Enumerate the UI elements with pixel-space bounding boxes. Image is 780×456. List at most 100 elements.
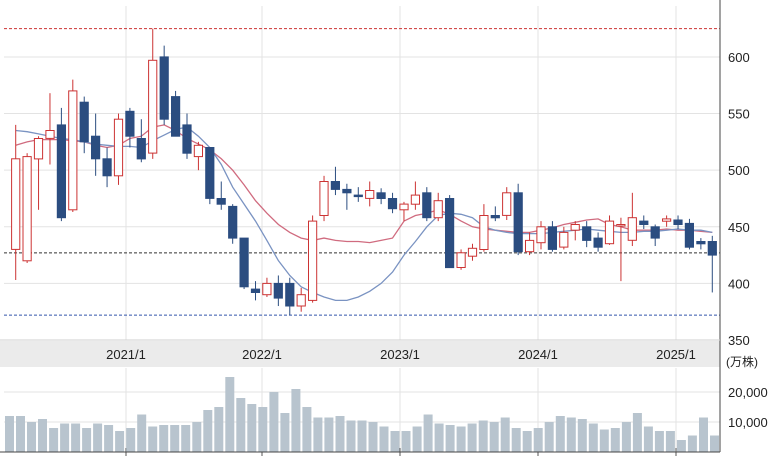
- candlestick-layer: [11, 28, 717, 316]
- volume-bar: [412, 426, 422, 452]
- volume-bar: [16, 416, 25, 452]
- volume-bar: [445, 425, 455, 452]
- candle-body: [399, 203, 409, 211]
- x-tick-label: 2022/1: [242, 347, 282, 362]
- candle-body: [56, 124, 66, 219]
- volume-bar: [500, 417, 510, 452]
- candle-body: [662, 218, 672, 222]
- candle-body: [205, 147, 215, 199]
- volume-bar: [214, 407, 224, 452]
- candle-body: [433, 200, 443, 219]
- candle-body: [273, 282, 283, 299]
- volume-bar: [258, 407, 268, 452]
- y-tick-label: 600: [728, 50, 750, 65]
- candle-body: [68, 90, 78, 211]
- volume-bar: [423, 414, 433, 452]
- candle-body: [353, 194, 363, 198]
- candle-body: [490, 215, 500, 219]
- volume-bar: [489, 422, 499, 452]
- candle-body: [11, 158, 21, 250]
- volume-bar: [93, 423, 103, 452]
- volume-bar: [710, 435, 719, 452]
- volume-bar: [82, 428, 92, 452]
- volume-bar: [280, 413, 290, 452]
- candle-body: [502, 192, 512, 216]
- candle-body: [422, 192, 432, 219]
- volume-bar: [203, 410, 213, 452]
- volume-bar: [5, 416, 14, 452]
- volume-bar: [170, 425, 180, 452]
- candle-body: [650, 226, 660, 239]
- volume-bar: [687, 435, 697, 452]
- volume-tick-label: 20,000: [728, 385, 768, 400]
- volume-bar: [544, 422, 554, 452]
- volume-bar: [566, 417, 576, 452]
- candle-body: [639, 220, 649, 226]
- volume-bar: [610, 428, 620, 452]
- candle-body: [365, 190, 375, 199]
- candle-body: [387, 198, 398, 210]
- volume-bar: [104, 425, 114, 452]
- volume-bar: [621, 422, 631, 452]
- volume-bar: [676, 440, 686, 452]
- volume-bar: [588, 423, 598, 452]
- volume-bar: [60, 423, 70, 452]
- candle-body: [559, 231, 569, 248]
- volume-bar: [49, 428, 59, 452]
- candle-body: [707, 241, 717, 256]
- candle-body: [525, 239, 535, 253]
- candle-body: [319, 181, 329, 216]
- moving-average-long: [15, 126, 713, 302]
- candle-body: [308, 220, 318, 301]
- volume-bar: [27, 422, 36, 452]
- x-tick-label: 2021/1: [106, 347, 146, 362]
- volume-bar: [291, 389, 301, 452]
- volume-bar: [346, 420, 356, 452]
- candle-body: [193, 144, 204, 158]
- candle-body: [182, 124, 192, 154]
- volume-bar: [555, 416, 565, 452]
- volume-bar: [159, 425, 169, 452]
- y-tick-label: 450: [728, 220, 750, 235]
- volume-bar: [181, 425, 191, 452]
- volume-bar: [269, 392, 279, 452]
- candle-body: [456, 252, 466, 269]
- candle-body: [616, 224, 626, 227]
- volume-bar: [115, 431, 125, 452]
- volume-bar: [324, 417, 334, 452]
- x-tick-label: 2024/1: [518, 347, 558, 362]
- candle-body: [148, 59, 158, 154]
- volume-bar: [225, 377, 235, 452]
- candle-body: [22, 156, 32, 262]
- volume-bar: [665, 431, 675, 452]
- labels-layer: 350 400 450 500 550 600 10,000 20,000 (万株) 2021/1…: [106, 50, 768, 430]
- volume-bar: [137, 414, 147, 452]
- candle-body: [262, 282, 272, 296]
- candle-body: [673, 219, 683, 225]
- candle-body: [136, 138, 146, 160]
- candle-body: [285, 282, 295, 307]
- y-tick-label: 400: [728, 276, 750, 291]
- volume-bar: [38, 419, 47, 452]
- volume-bar: [632, 413, 642, 452]
- candle-body: [171, 96, 181, 137]
- candle-body: [250, 288, 261, 294]
- volume-bar: [478, 420, 488, 452]
- candle-body: [627, 217, 637, 241]
- reference-lines-layer: [4, 28, 720, 316]
- candle-body: [410, 194, 420, 205]
- candle-body: [376, 192, 386, 200]
- candle-body: [159, 56, 169, 120]
- candle-body: [342, 188, 352, 194]
- candle-body: [582, 226, 592, 241]
- date-axis-band: [0, 341, 720, 367]
- volume-bar: [379, 426, 389, 452]
- volume-bar: [302, 407, 312, 452]
- volume-bar: [335, 416, 345, 452]
- volume-bar: [126, 428, 136, 452]
- candle-body: [113, 118, 124, 177]
- y-tick-label: 500: [728, 163, 750, 178]
